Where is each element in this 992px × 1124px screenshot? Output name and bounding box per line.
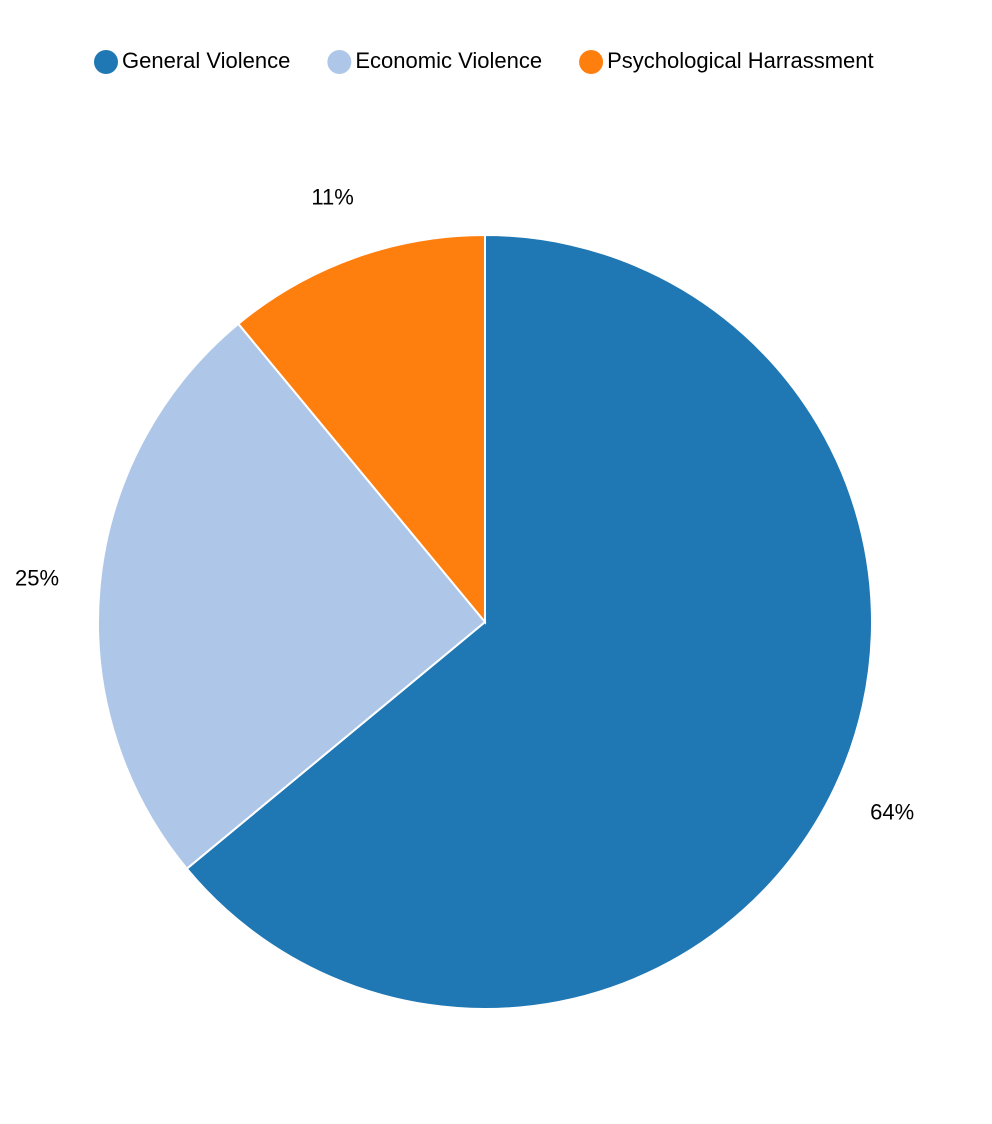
pie-slice <box>185 233 873 1010</box>
legend-label: Psychological Harrassment <box>607 48 874 73</box>
legend-label: Economic Violence <box>355 48 542 73</box>
pie-slice <box>97 322 487 871</box>
legend-marker <box>579 50 604 74</box>
value-label: 64% <box>870 799 914 824</box>
legend-marker <box>327 50 352 74</box>
value-label: 25% <box>15 565 59 590</box>
legend-marker <box>94 50 118 74</box>
pie-slice <box>236 233 486 625</box>
legend-label: General Violence <box>122 48 290 73</box>
value-label: 11% <box>311 184 353 209</box>
